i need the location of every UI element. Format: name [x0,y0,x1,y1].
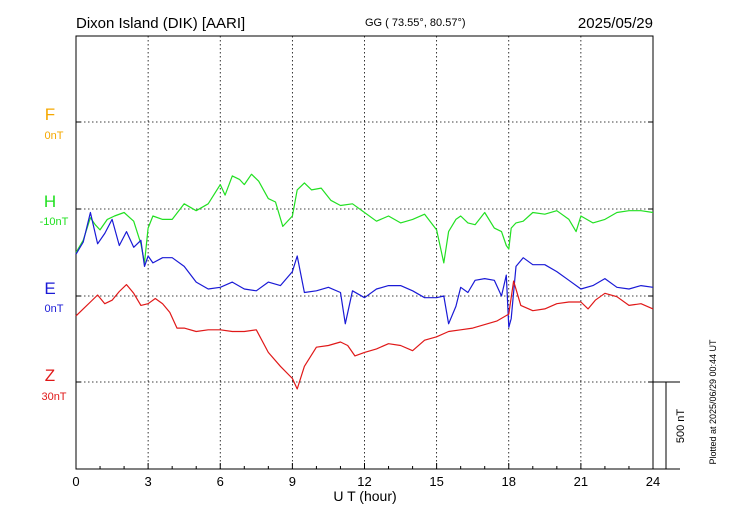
x-tick-label: 24 [646,474,660,489]
x-tick-label: 15 [429,474,443,489]
scale-bar-label: 500 nT [675,409,687,444]
grid-lines [76,36,653,469]
series-z-baseline-label: 30nT [41,391,66,403]
series-z-line [75,280,654,390]
series-labels: F 0nT H -10nT E 0nT Z 30nT [40,105,69,403]
series-f-name: F [45,105,55,124]
plot-date: 2025/05/29 [578,15,653,32]
plotted-timestamp: Plotted at 2025/06/29 00:44 UT [708,339,718,465]
scale-bar: 500 nT [653,381,687,470]
x-axis-label: U T (hour) [333,488,396,504]
x-axis-ticks: 0 3 6 9 12 15 18 21 24 [72,121,660,489]
series-h-baseline-label: -10nT [40,216,69,228]
x-tick-label: 9 [289,474,296,489]
x-tick-label: 21 [574,474,588,489]
series-f-baseline-label: 0nT [45,130,64,142]
x-tick-label: 3 [145,474,152,489]
station-coordinates: GG ( 73.55°, 80.57°) [365,17,466,29]
x-tick-label: 0 [72,474,79,489]
series-h-line [75,173,654,264]
station-title: Dixon Island (DIK) [AARI] [76,15,245,32]
x-tick-label: 18 [502,474,516,489]
series-e-name: E [44,279,55,298]
series-e-baseline-label: 0nT [45,303,64,315]
series-e-line [75,211,654,328]
series-z-name: Z [45,366,55,385]
x-tick-label: 6 [217,474,224,489]
series-lines [75,173,654,390]
series-h-name: H [44,192,56,211]
x-tick-label: 12 [357,474,371,489]
